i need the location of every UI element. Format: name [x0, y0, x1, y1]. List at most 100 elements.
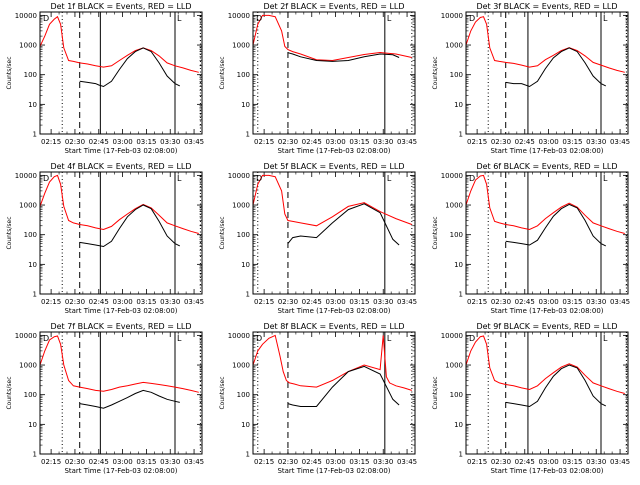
x-tick-label: 02:45 [89, 458, 109, 466]
x-axis-label: Start Time (17-Feb-03 02:08:00) [490, 147, 603, 155]
x-tick-label: 02:30 [491, 138, 511, 146]
x-axis-label: Start Time (17-Feb-03 02:08:00) [277, 307, 390, 315]
x-tick-label: 02:30 [65, 138, 85, 146]
panel-letter: L [387, 334, 392, 343]
x-tick-label: 02:45 [89, 138, 109, 146]
y-tick-label: 100 [450, 391, 463, 399]
x-tick-label: 02:30 [491, 458, 511, 466]
y-tick-label: 1000 [19, 362, 37, 370]
y-tick-label: 1 [33, 291, 37, 299]
x-axis-label: Start Time (17-Feb-03 02:08:00) [64, 467, 177, 475]
x-tick-label: 03:15 [349, 138, 369, 146]
chart-panel-8: Det 8f BLACK = Events, RED = LLD Counts/s… [219, 322, 417, 475]
panel-letter: D [469, 174, 475, 183]
x-tick-label: 03:00 [325, 458, 345, 466]
x-tick-label: 03:45 [184, 138, 204, 146]
y-tick-label: 100 [24, 231, 37, 239]
y-tick-label: 1000 [19, 202, 37, 210]
series-line-black [505, 364, 607, 408]
panel-letter: L [387, 14, 392, 23]
y-tick-label: 1 [246, 451, 250, 459]
x-axis-label: Start Time (17-Feb-03 02:08:00) [277, 147, 390, 155]
panel-letter: D [256, 174, 262, 183]
chart-title: Det 5f BLACK = Events, RED = LLD [263, 162, 404, 171]
plot-frame [252, 171, 416, 295]
x-tick-label: 02:15 [467, 458, 487, 466]
chart-title: Det 6f BLACK = Events, RED = LLD [476, 162, 617, 171]
plot-frame [39, 11, 203, 135]
x-tick-label: 03:15 [136, 138, 156, 146]
y-axis-label: Counts/sec [6, 376, 13, 409]
y-axis-label: Counts/sec [432, 376, 439, 409]
series-line-black [287, 203, 400, 246]
series-line-black [505, 203, 607, 247]
x-tick-label: 03:00 [112, 138, 132, 146]
x-tick-label: 03:30 [586, 298, 606, 306]
x-tick-label: 03:15 [136, 298, 156, 306]
y-tick-label: 1 [459, 291, 463, 299]
x-tick-label: 03:30 [373, 298, 393, 306]
plot-frame [39, 171, 203, 295]
y-tick-label: 10000 [228, 12, 250, 20]
x-tick-label: 03:00 [325, 138, 345, 146]
x-tick-label: 02:15 [254, 458, 274, 466]
panel-letter: L [177, 174, 182, 183]
x-tick-label: 03:00 [325, 298, 345, 306]
y-tick-label: 10000 [15, 172, 37, 180]
series-line-red [466, 335, 625, 394]
y-tick-label: 10000 [15, 332, 37, 340]
series-line-black [79, 389, 180, 409]
x-axis-label: Start Time (17-Feb-03 02:08:00) [64, 147, 177, 155]
series-line-red [253, 14, 412, 62]
x-tick-label: 03:30 [586, 138, 606, 146]
chart-title: Det 2f BLACK = Events, RED = LLD [263, 2, 404, 11]
chart-panel-3: Det 3f BLACK = Events, RED = LLD Counts/s… [432, 2, 630, 155]
chart-panel-6: Det 6f BLACK = Events, RED = LLD Counts/s… [432, 162, 630, 315]
plot-frame [465, 331, 629, 455]
x-tick-label: 03:30 [160, 458, 180, 466]
panel-letter: L [387, 174, 392, 183]
y-tick-label: 10000 [15, 12, 37, 20]
y-tick-label: 10000 [228, 332, 250, 340]
series-line-black [505, 47, 607, 88]
plot-area [40, 15, 199, 88]
y-axis-label: Counts/sec [6, 56, 13, 89]
y-axis-label: Counts/sec [219, 376, 226, 409]
y-tick-label: 100 [24, 71, 37, 79]
plot-area [40, 335, 199, 409]
y-axis-label: Counts/sec [219, 216, 226, 249]
y-tick-label: 10 [454, 101, 463, 109]
y-tick-label: 10 [241, 421, 250, 429]
panel-letter: L [603, 14, 608, 23]
plot-area [253, 174, 412, 246]
x-tick-label: 03:30 [160, 298, 180, 306]
x-tick-label: 03:30 [373, 138, 393, 146]
plot-area [466, 174, 625, 247]
chart-panel-4: Det 4f BLACK = Events, RED = LLD Counts/s… [6, 162, 204, 315]
x-tick-label: 03:45 [610, 138, 630, 146]
y-tick-label: 1000 [232, 202, 250, 210]
x-tick-label: 03:00 [538, 458, 558, 466]
x-tick-label: 02:15 [254, 298, 274, 306]
y-tick-label: 100 [450, 71, 463, 79]
plot-area [253, 334, 412, 407]
x-axis-label: Start Time (17-Feb-03 02:08:00) [490, 467, 603, 475]
panel-letter: D [256, 14, 262, 23]
x-tick-label: 03:45 [184, 458, 204, 466]
x-axis-label: Start Time (17-Feb-03 02:08:00) [277, 467, 390, 475]
x-axis-label: Start Time (17-Feb-03 02:08:00) [64, 307, 177, 315]
x-tick-label: 02:30 [491, 298, 511, 306]
chart-panel-1: Det 1f BLACK = Events, RED = LLD Counts/s… [6, 2, 204, 155]
x-tick-label: 03:45 [397, 298, 417, 306]
x-tick-label: 03:15 [349, 298, 369, 306]
series-line-red [466, 16, 625, 73]
panel-letter: D [43, 334, 49, 343]
series-line-red [253, 174, 412, 227]
y-tick-label: 100 [24, 391, 37, 399]
y-tick-label: 100 [237, 231, 250, 239]
y-tick-label: 1000 [232, 42, 250, 50]
y-tick-label: 10000 [441, 12, 463, 20]
plot-frame [465, 171, 629, 295]
y-tick-label: 1000 [232, 362, 250, 370]
panel-letter: D [43, 14, 49, 23]
